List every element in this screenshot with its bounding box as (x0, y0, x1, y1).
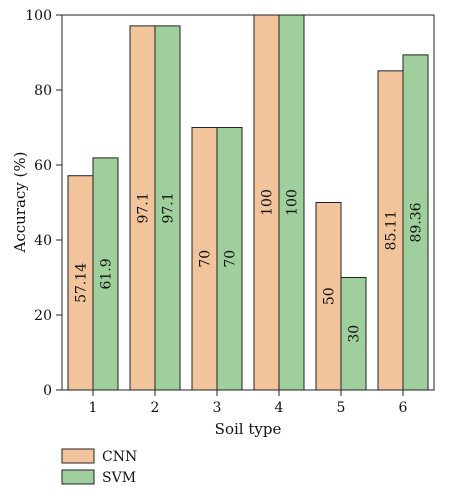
bar-value-label: 30 (347, 325, 363, 343)
x-tick-label: 2 (151, 400, 160, 416)
bar-value-label: 70 (198, 250, 214, 268)
x-tick-label: 6 (399, 400, 408, 416)
bar-svm (92, 157, 119, 391)
bar-value-label: 100 (285, 189, 301, 216)
y-axis: 0 20 40 60 80 100 (25, 8, 62, 399)
bar-value-label: 85.11 (384, 210, 400, 250)
x-tick-label: 4 (275, 400, 284, 416)
bar-value-label: 97.1 (161, 192, 177, 223)
bar-cnn (191, 127, 218, 391)
y-axis-label: Accuracy (%) (11, 151, 29, 253)
y-tick-label: 40 (34, 233, 52, 249)
bar-value-label: 97.1 (136, 192, 152, 223)
plot-frame (61, 14, 435, 391)
bar-svm (402, 54, 429, 391)
bar-svm (216, 127, 243, 391)
bar-value-label: 50 (322, 287, 338, 305)
bars (67, 14, 429, 391)
y-tick-label: 80 (34, 83, 52, 99)
bar-svm (278, 14, 305, 391)
bar-svm (154, 25, 181, 391)
bar-value-label: 100 (260, 189, 276, 216)
legend-label: CNN (102, 449, 137, 465)
y-tick-label: 20 (34, 308, 52, 324)
x-axis-label: Soil type (215, 420, 282, 438)
x-axis: 1 2 3 4 5 6 (89, 390, 408, 416)
x-tick-label: 3 (213, 400, 222, 416)
bar-value-label: 89.36 (409, 202, 425, 242)
x-tick-label: 1 (89, 400, 98, 416)
legend-swatch-cnn (61, 448, 95, 464)
y-tick-label: 100 (25, 8, 52, 24)
bar-cnn (315, 202, 342, 391)
legend-label: SVM (102, 470, 136, 486)
bar-cnn (253, 14, 280, 391)
bar-svm (340, 277, 367, 391)
bar-cnn (129, 25, 156, 391)
bar-value-label: 61.9 (99, 258, 115, 289)
legend: CNN SVM (61, 448, 137, 486)
bar-value-label: 57.14 (74, 263, 90, 303)
bar-value-label: 70 (223, 250, 239, 268)
bar-labels: 57.14 61.9 97.1 97.1 70 70 100 100 50 30 85.11 89.3… (74, 189, 425, 343)
legend-swatch-svm (61, 469, 95, 485)
x-tick-label: 5 (337, 400, 346, 416)
y-tick-label: 0 (43, 383, 52, 399)
y-tick-label: 60 (34, 158, 52, 174)
bar-cnn (67, 175, 94, 391)
